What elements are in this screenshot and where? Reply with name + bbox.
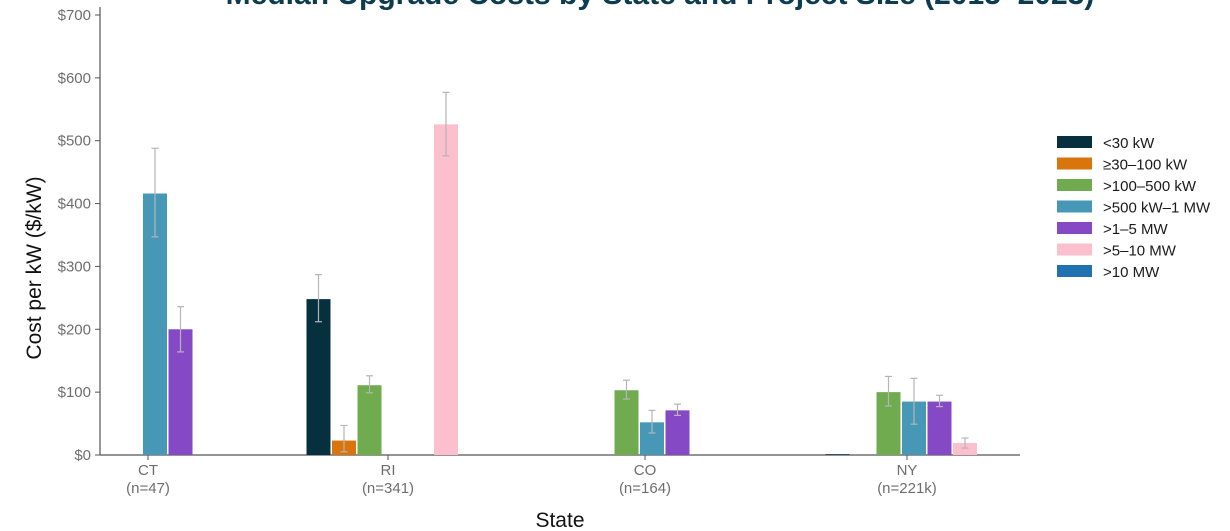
- bar: [953, 443, 977, 455]
- x-axis-title: State: [535, 509, 584, 531]
- y-tick-label: $0: [74, 447, 91, 464]
- x-tick-sublabel: (n=47): [126, 480, 170, 497]
- legend-label: <30 kW: [1103, 135, 1155, 152]
- y-tick-label: $700: [58, 7, 91, 24]
- x-axis: CT(n=47) RI(n=341) CO(n=164) NY(n=221k): [100, 454, 1020, 497]
- legend-swatch: [1057, 243, 1092, 256]
- bar: [614, 390, 639, 455]
- bar: [927, 401, 952, 455]
- x-tick-sublabel: (n=164): [619, 480, 671, 497]
- x-tick-label: CT: [138, 462, 158, 479]
- x-tick-label: RI: [381, 462, 396, 479]
- legend-swatch: [1057, 200, 1092, 213]
- y-tick-label: $600: [58, 70, 91, 87]
- y-tick-label: $400: [58, 196, 91, 213]
- legend: <30 kW ≥30–100 kW >100–500 kW >500 kW–1 MW >…: [1057, 135, 1211, 281]
- legend-label: >100–500 kW: [1103, 178, 1197, 195]
- y-tick-label: $500: [58, 133, 91, 150]
- bar: [665, 410, 690, 455]
- legend-swatch: [1057, 179, 1092, 191]
- legend-label: >500 kW–1 MW: [1103, 200, 1211, 217]
- bar: [357, 385, 382, 455]
- x-tick-sublabel: (n=341): [362, 480, 414, 497]
- legend-swatch: [1057, 157, 1092, 170]
- bar: [825, 454, 850, 455]
- legend-swatch: [1057, 265, 1092, 277]
- bar: [434, 124, 458, 455]
- y-tick-label: $200: [58, 321, 91, 338]
- x-tick-label: NY: [897, 462, 918, 479]
- error-bars: [151, 91, 969, 453]
- y-tick-label: $100: [58, 384, 91, 401]
- plot-area: [143, 124, 977, 455]
- legend-swatch: [1057, 222, 1092, 234]
- legend-label: >1–5 MW: [1103, 221, 1168, 238]
- legend-label: >5–10 MW: [1103, 243, 1177, 260]
- x-tick-sublabel: (n=221k): [877, 480, 937, 497]
- y-tick-label: $300: [58, 258, 91, 275]
- y-axis: $0 $100 $200 $300 $400 $500 $600 $700: [58, 7, 101, 464]
- bar: [306, 299, 331, 455]
- legend-label: ≥30–100 kW: [1103, 157, 1188, 174]
- legend-swatch: [1057, 136, 1092, 148]
- legend-label: >10 MW: [1103, 264, 1160, 281]
- y-axis-title: Cost per kW ($/kW): [23, 176, 46, 359]
- chart-title: Median Upgrade Costs by State and Projec…: [226, 0, 1095, 11]
- x-tick-label: CO: [634, 462, 657, 479]
